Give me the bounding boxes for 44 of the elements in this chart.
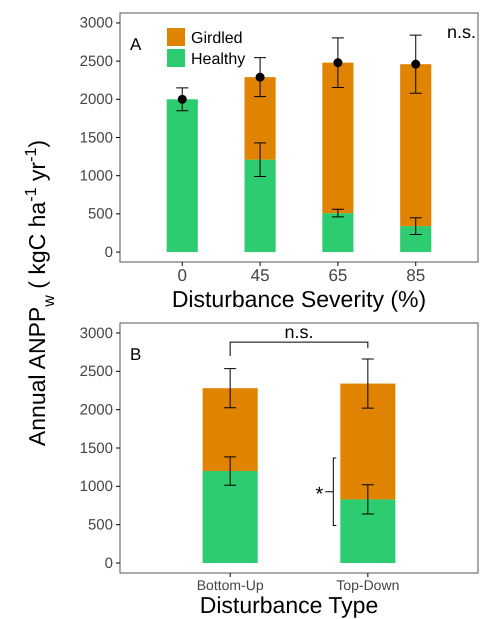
y-tick-label: 1500	[80, 440, 113, 457]
y-tick-label: 500	[88, 206, 113, 223]
y-tick-label: 1000	[80, 167, 113, 184]
x-tick-label: Bottom-Up	[196, 576, 264, 593]
bar	[400, 226, 432, 252]
y-tick-label: 3000	[80, 324, 113, 342]
bar	[322, 62, 354, 214]
y-tick-label: 3000	[80, 14, 113, 32]
point	[256, 72, 265, 82]
x-tick-label: Top-Down	[336, 576, 400, 593]
bar	[340, 384, 396, 500]
text: B	[130, 345, 142, 364]
annotation: *	[316, 484, 324, 506]
point	[333, 58, 342, 68]
bar	[202, 388, 258, 472]
point	[178, 94, 187, 104]
x-tick-label: 45	[250, 266, 270, 286]
y-tick-label: 0	[104, 554, 113, 572]
y-tick-label: 2000	[80, 91, 113, 108]
bar	[340, 499, 396, 564]
bar	[244, 160, 276, 252]
y-tick-label: 2500	[80, 363, 113, 380]
annotation: n.s.	[446, 22, 476, 42]
x-tick-label: 0	[178, 266, 187, 286]
bar	[322, 213, 354, 252]
point	[411, 60, 420, 69]
y-tick-label: 1500	[80, 129, 113, 146]
legend-label: Girdled	[191, 30, 243, 47]
x-axis-title: Disturbance Severity (%)	[172, 286, 426, 312]
y-tick-label: 2500	[80, 52, 113, 70]
bar	[166, 99, 198, 252]
y-tick-label: 500	[88, 516, 113, 534]
text: A	[130, 35, 142, 54]
y-tick-label: 2000	[80, 401, 113, 418]
x-tick-label: 85	[406, 266, 426, 286]
bar	[202, 471, 258, 564]
bar	[244, 77, 276, 160]
x-axis-title: Disturbance Type	[200, 592, 378, 618]
annotation: n.s.	[284, 322, 314, 342]
y-tick-label: 0	[104, 244, 113, 261]
x-tick-label: 65	[328, 266, 348, 286]
y-tick-label: 1000	[80, 478, 113, 496]
bar	[400, 64, 432, 226]
legend-label: Healthy	[191, 51, 246, 68]
